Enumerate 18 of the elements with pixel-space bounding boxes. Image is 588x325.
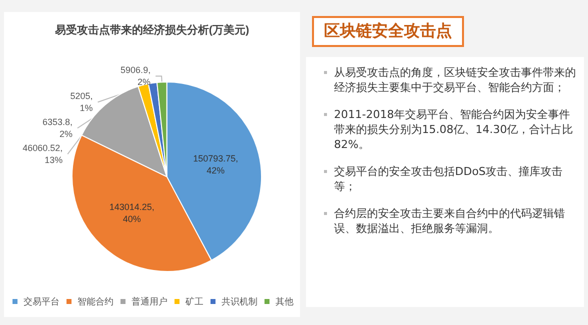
chart-title: 易受攻击点带来的经济损失分析(万美元) xyxy=(54,24,250,36)
legend-label: 其他 xyxy=(276,296,294,306)
text: 交易平台的安全攻击包括DDoS攻击、撞库攻击等； xyxy=(334,165,563,193)
data-label: 5205, 1% xyxy=(70,91,93,114)
text: 合约层的安全攻击主要来自合约中的代码逻辑错误、数据溢出、拒绝服务等漏洞。 xyxy=(334,207,565,235)
data-label: 143014.25, 40% xyxy=(109,202,154,224)
legend-label: 矿工 xyxy=(184,296,204,306)
legend-label: 普通用户 xyxy=(132,296,168,306)
text: 从易受攻击点的角度，区块链安全攻击事件带来的经济损失主要集中于交易平台、智能合约方面； xyxy=(334,66,576,94)
text: 区块链安全攻击点 xyxy=(312,16,464,47)
data-label: 46060.52, 13% xyxy=(22,143,63,166)
legend-label: 智能合约 xyxy=(78,296,114,306)
legend-label: 共识机制 xyxy=(222,296,258,306)
legend-label: 交易平台 xyxy=(24,296,60,306)
data-label: 150793.75, 42% xyxy=(193,153,238,176)
data-label: 5906.9, 2% xyxy=(120,65,151,88)
text: 2011-2018年交易平台、智能合约因为安全事件带来的损失分别为15.08亿、14.30亿，合计占比82%。 xyxy=(334,108,573,151)
data-label: 6353.8, 2% xyxy=(42,117,72,140)
